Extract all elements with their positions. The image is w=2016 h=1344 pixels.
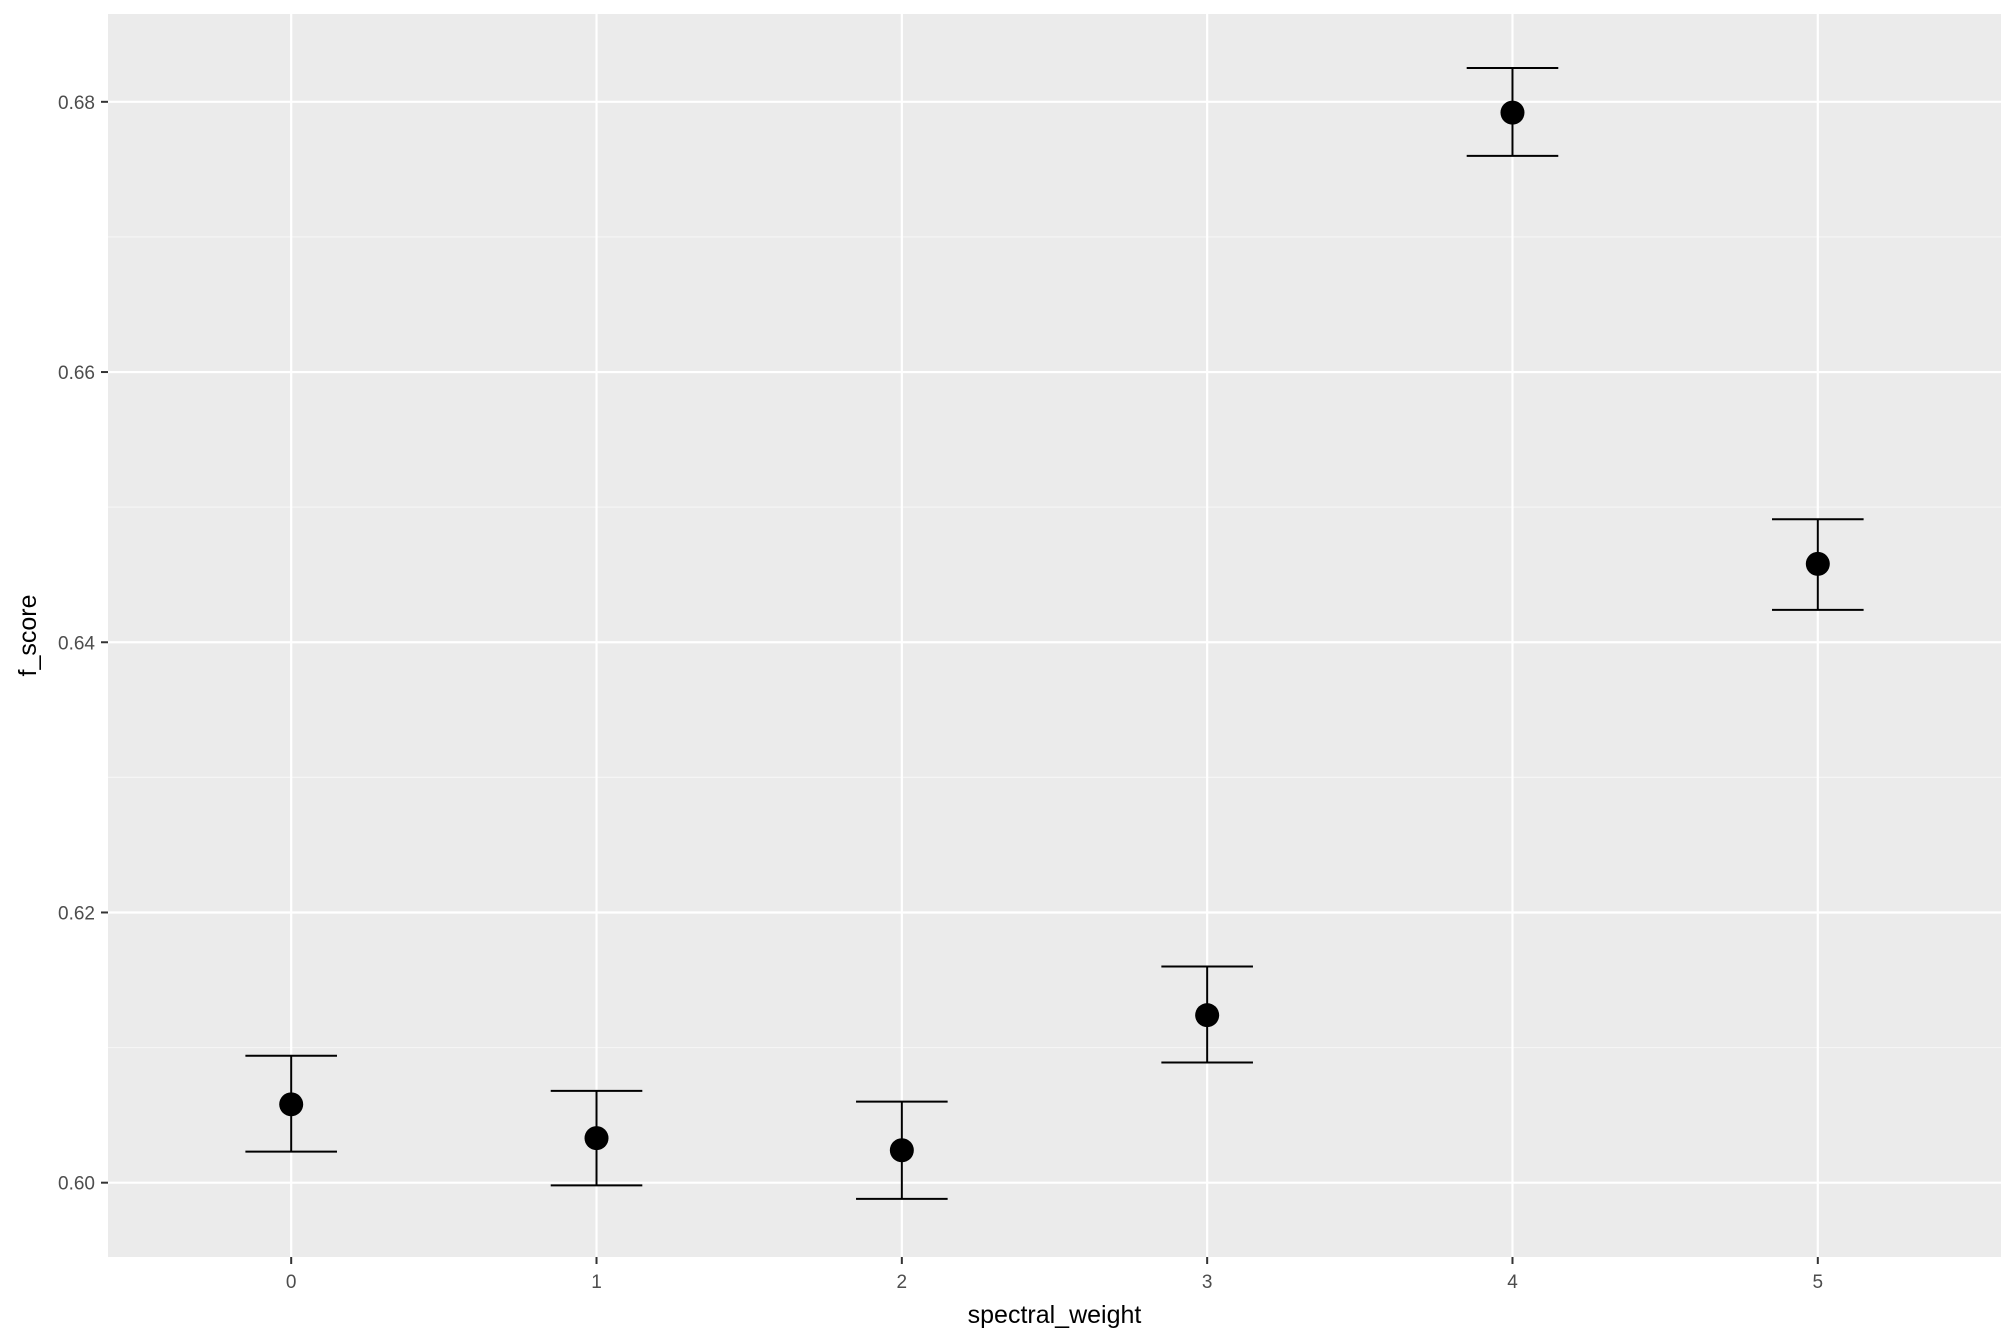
x-tick-label: 0 — [286, 1272, 297, 1293]
y-tick-label: 0.68 — [58, 93, 95, 114]
x-tick-label: 1 — [591, 1272, 602, 1293]
x-axis: 0 1 2 3 4 5 — [286, 1257, 1823, 1293]
data-point — [889, 1138, 914, 1163]
y-tick-label: 0.62 — [58, 903, 95, 924]
minor-gridlines — [108, 236, 2001, 1049]
y-tick-label: 0.66 — [58, 363, 95, 384]
x-tick-label: 5 — [1813, 1272, 1824, 1293]
x-axis-title: spectral_weight — [968, 1301, 1142, 1329]
x-tick-label: 3 — [1202, 1272, 1213, 1293]
data-point — [279, 1092, 304, 1117]
data-point — [1195, 1003, 1220, 1028]
data-points — [279, 100, 1830, 1163]
data-point — [1805, 551, 1830, 576]
x-tick-label: 2 — [897, 1272, 908, 1293]
data-point — [1500, 100, 1525, 125]
plot-panel — [108, 14, 2001, 1257]
data-point — [584, 1126, 609, 1151]
y-tick-label: 0.64 — [58, 633, 95, 654]
major-gridlines — [108, 14, 2001, 1257]
x-tick-label: 4 — [1507, 1272, 1518, 1293]
y-tick-label: 0.60 — [58, 1174, 95, 1195]
y-axis-title: f_score — [14, 595, 42, 677]
y-axis: 0.60 0.62 0.64 0.66 0.68 — [58, 93, 108, 1195]
